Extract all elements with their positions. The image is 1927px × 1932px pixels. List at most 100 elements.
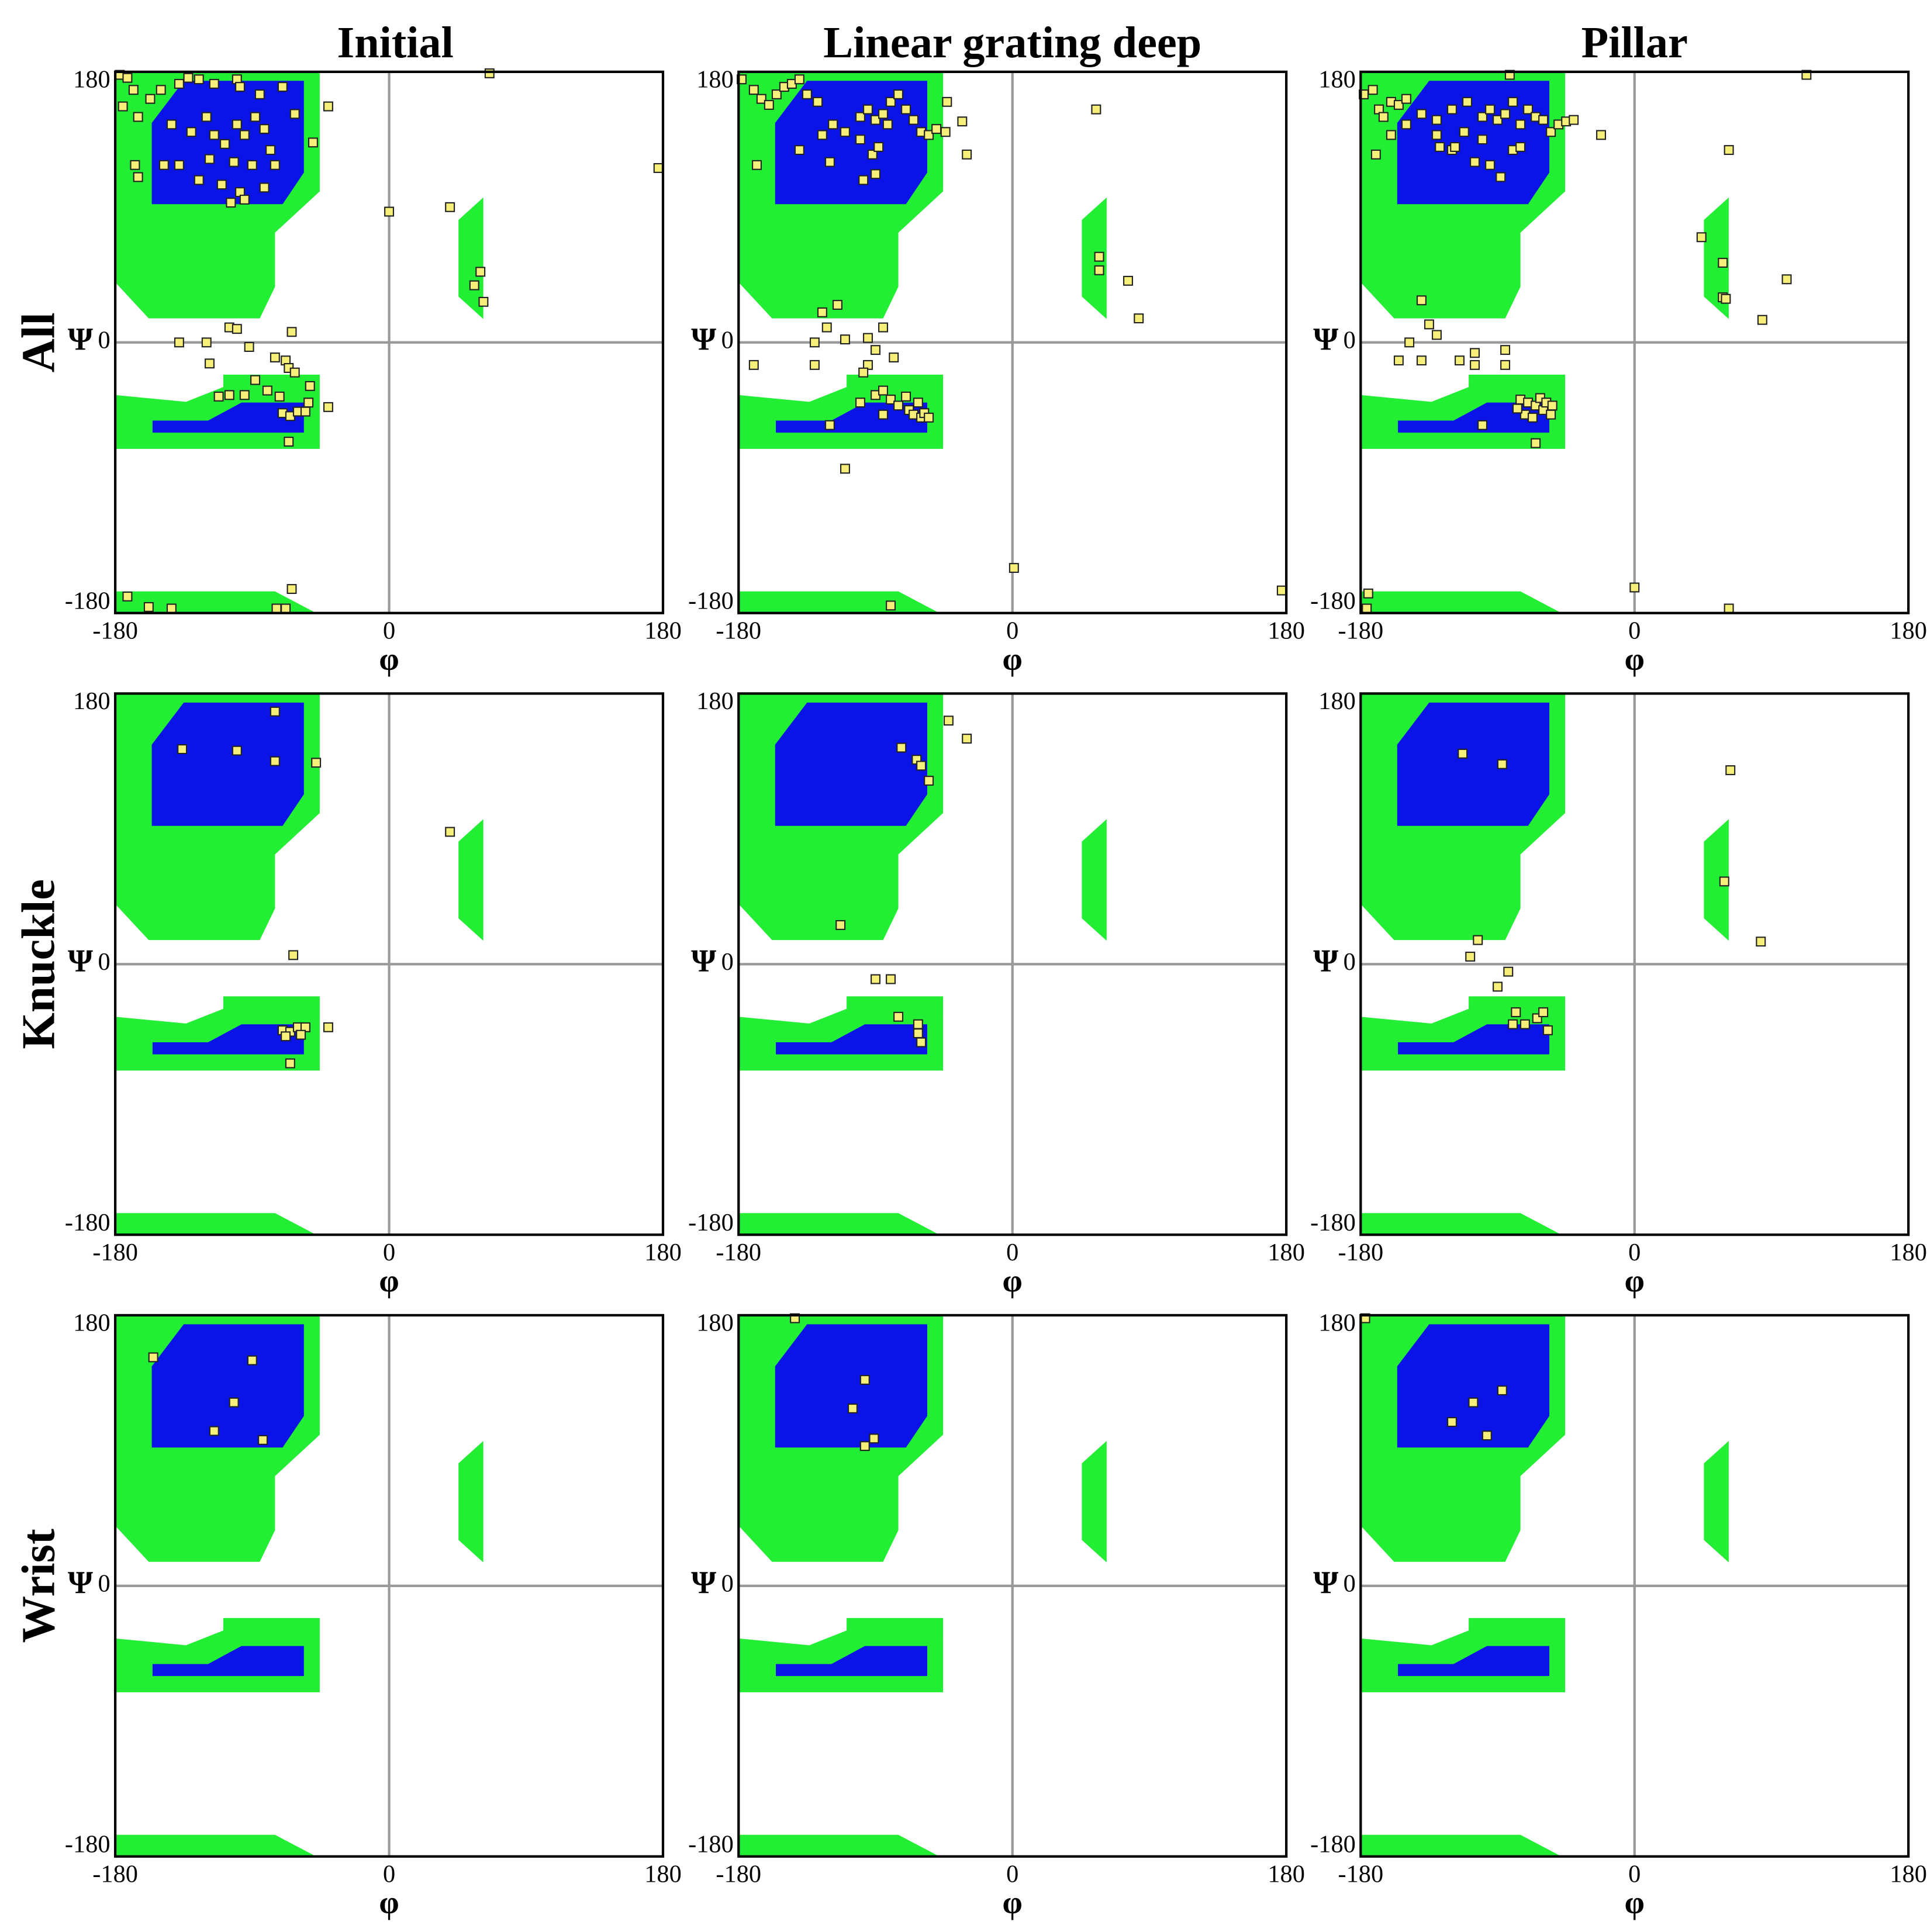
y-tick-label: -180 [1310,1209,1356,1236]
point [893,1011,904,1022]
point [143,602,154,612]
point [878,409,888,420]
point [896,742,907,753]
point [247,1355,257,1366]
x-tick-label: 0 [1006,1239,1018,1266]
panel: -180 0 180 -180 0 180 φ Ψ [65,687,682,1299]
point [752,160,762,170]
point [271,603,282,614]
point [239,390,250,400]
point [1401,119,1411,130]
point [311,758,322,768]
point [133,112,143,122]
point [924,412,934,423]
allowed-region [1360,1834,1562,1857]
point [1404,337,1415,348]
point [871,115,880,125]
point [286,327,297,337]
point [1547,400,1558,411]
x-tick-label: 0 [383,1239,395,1266]
point [128,85,139,95]
allowed-region [1082,1440,1107,1563]
point [1470,360,1480,370]
point [204,154,215,164]
point [1496,172,1506,182]
point [1508,96,1518,107]
point [445,202,455,212]
point [288,950,299,960]
point [794,145,804,155]
point [270,352,280,362]
point [873,141,884,152]
point [285,1058,295,1069]
point [277,82,288,92]
point [1531,438,1541,448]
point [323,402,333,412]
point [1450,141,1460,152]
favoured-region [1397,702,1550,826]
point [1470,348,1480,358]
plot-frame [1359,1314,1910,1858]
point [916,761,927,771]
point [1546,409,1556,420]
y-tick-label: 180 [696,1309,734,1337]
point [258,1435,268,1445]
point [201,337,212,348]
point [1503,966,1514,977]
point [194,175,204,185]
point [1393,99,1404,110]
x-axis-label: φ [1625,1885,1645,1920]
allowed-region [738,1834,940,1857]
favoured-region [151,702,304,826]
point [1477,112,1488,122]
point [1500,109,1511,119]
point [296,1029,306,1040]
allowed-region [1704,819,1729,941]
point [1435,141,1445,152]
x-tick-label: 180 [1890,1860,1927,1888]
x-axis-label: φ [1003,641,1023,677]
point [940,127,951,137]
point [213,391,224,402]
point [1123,275,1133,286]
allowed-region [1704,1440,1729,1563]
x-tick-label: 180 [1268,1239,1305,1266]
point [832,300,842,310]
point [303,398,314,408]
point [871,974,880,984]
point [1393,355,1404,366]
point [1447,104,1457,115]
x-tick-label: -180 [716,1239,761,1266]
point [871,169,880,179]
point [1493,981,1503,992]
point [1468,1397,1479,1408]
point [817,307,827,317]
x-tick-label: -180 [92,1239,138,1266]
point [226,198,236,208]
allowed-region [1082,819,1107,941]
y-tick-label: 180 [696,687,734,715]
x-tick-label: -180 [1338,1860,1383,1888]
point [156,85,166,95]
point [1431,130,1442,140]
favoured-region [152,1024,304,1055]
point [1477,420,1488,430]
favoured-region [776,1646,927,1677]
x-tick-label: 0 [1628,1860,1641,1888]
point [209,1426,219,1436]
allowed-region [1704,197,1729,319]
point [384,206,395,217]
point [122,72,133,83]
x-axis-label: φ [1625,1263,1645,1299]
y-tick-label: 180 [1318,66,1356,94]
y-axis-label: Ψ [68,321,93,357]
point [962,149,972,160]
point [817,130,827,140]
row-title: All [13,312,65,372]
x-tick-label: 180 [1890,617,1927,644]
y-tick-label: 180 [73,66,110,94]
panel: -180 0 180 -180 0 180 φ Ψ [688,687,1305,1299]
point [281,603,291,614]
column-title: Linear grating deep [823,18,1201,67]
point [1569,115,1579,125]
